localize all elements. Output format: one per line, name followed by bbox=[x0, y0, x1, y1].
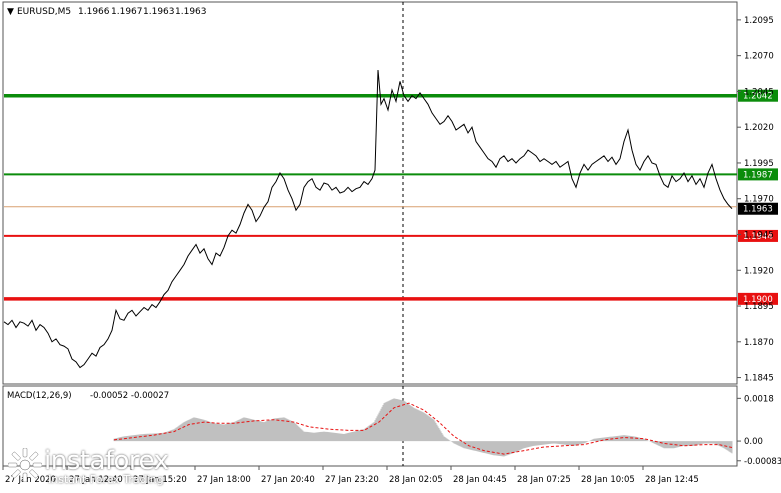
time-tick-label: 28 Jan 07:25 bbox=[517, 475, 571, 485]
time-tick-label: 27 Jan 12:40 bbox=[69, 475, 123, 485]
current-price-tag bbox=[738, 202, 778, 215]
time-tick-label: 28 Jan 04:45 bbox=[453, 475, 507, 485]
time-tick-label: 27 Jan 2020 bbox=[5, 475, 56, 485]
price-tick-label: 1.2045 bbox=[744, 87, 774, 97]
level-price-tag bbox=[738, 292, 778, 305]
price-line bbox=[3, 69, 733, 369]
time-tick-label: 28 Jan 02:05 bbox=[389, 475, 443, 485]
current-price-label: 1.1963 bbox=[743, 205, 773, 215]
macd-series bbox=[113, 398, 733, 457]
symbol-dropdown-icon[interactable]: ▼ bbox=[7, 7, 14, 17]
price-tick-label: 1.1895 bbox=[744, 302, 774, 312]
level-price-label: 1.1900 bbox=[743, 295, 773, 305]
macd-tick-label: 0.00 bbox=[744, 437, 763, 447]
ohlc-close: 1.1963 bbox=[175, 7, 207, 17]
price-series bbox=[3, 69, 733, 369]
symbol-label: EURUSD,M5 bbox=[17, 7, 71, 17]
ohlc-low: 1.1963 bbox=[143, 7, 175, 17]
price-tick-label: 1.1995 bbox=[744, 159, 774, 169]
level-price-label: 1.1987 bbox=[743, 170, 773, 180]
brand-logo: instaforex Instant Forex Trading bbox=[4, 445, 182, 486]
time-axis: 27 Jan 2020 27 Jan 12:40 27 Jan 15:20 27 Ja… bbox=[2, 466, 699, 485]
macd-values: -0.00052 -0.00027 bbox=[90, 391, 169, 401]
level-price-label: 1.2042 bbox=[743, 92, 773, 102]
price-tick-label: 1.1870 bbox=[744, 338, 774, 348]
level-price-tag bbox=[738, 229, 778, 242]
macd-signal-line bbox=[113, 402, 733, 455]
level-price-tag bbox=[738, 89, 778, 102]
instaforex-logo-icon bbox=[8, 448, 42, 482]
brand-name: instaforex bbox=[44, 446, 169, 476]
time-tick-label: 28 Jan 10:05 bbox=[581, 475, 635, 485]
level-price-tag bbox=[738, 168, 778, 181]
macd-tick-label: 0.0018 bbox=[744, 394, 774, 404]
price-panel-frame bbox=[2, 1, 738, 385]
price-tick-label: 1.1970 bbox=[744, 195, 774, 205]
level-price-label: 1.1944 bbox=[743, 232, 773, 242]
time-tick-label: 27 Jan 20:40 bbox=[261, 475, 315, 485]
time-tick-label: 27 Jan 23:20 bbox=[325, 475, 379, 485]
brand-tagline: Instant Forex Trading bbox=[48, 473, 164, 486]
time-tick-label: 28 Jan 12:45 bbox=[645, 475, 699, 485]
ohlc-high: 1.1967 bbox=[111, 7, 143, 17]
price-axis[interactable]: 1.20951.20701.20451.20201.19951.19701.19… bbox=[737, 16, 774, 384]
time-tick-label: 27 Jan 15:20 bbox=[133, 475, 187, 485]
price-tick-label: 1.2095 bbox=[744, 16, 774, 26]
time-tick-label: 27 Jan 18:00 bbox=[197, 475, 251, 485]
price-tick-label: 1.2070 bbox=[744, 52, 774, 62]
price-tick-label: 1.2020 bbox=[744, 123, 774, 133]
price-tick-label: 1.1920 bbox=[744, 266, 774, 276]
price-tick-label: 1.1945 bbox=[744, 230, 774, 240]
macd-tick-label: -0.00083 bbox=[744, 457, 781, 467]
macd-axis: 0.0018 0.00 -0.00083 bbox=[737, 394, 781, 467]
ohlc-open: 1.1966 bbox=[78, 7, 110, 17]
macd-title: MACD(12,26,9) bbox=[7, 391, 72, 401]
level-lines: 1.2042 1.1987 1.1944 1.1900 1.1963 bbox=[4, 89, 778, 305]
price-tick-label: 1.1845 bbox=[744, 374, 774, 384]
